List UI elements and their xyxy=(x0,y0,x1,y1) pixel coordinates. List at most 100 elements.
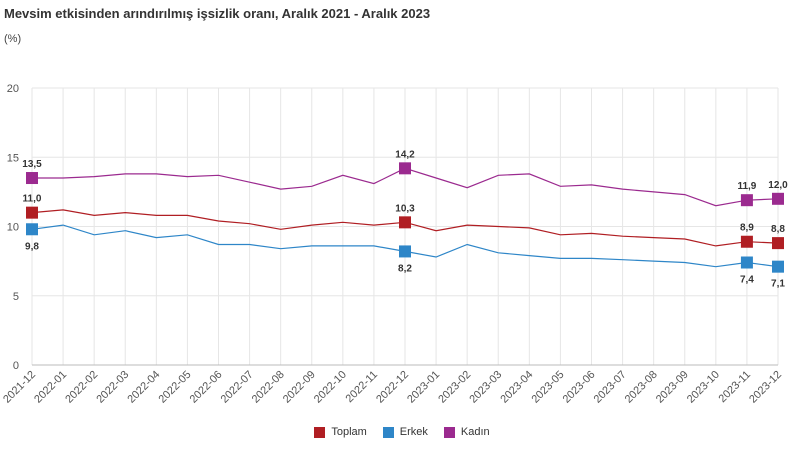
data-point xyxy=(713,264,719,270)
data-point xyxy=(153,235,159,241)
data-point xyxy=(91,174,97,180)
y-tick-label: 5 xyxy=(13,291,19,303)
data-point xyxy=(278,246,284,252)
data-point xyxy=(526,253,532,259)
data-point xyxy=(682,192,688,198)
data-point xyxy=(620,233,626,239)
data-point xyxy=(589,230,595,236)
data-label: 14,2 xyxy=(395,149,415,160)
x-tick-label: 2022-05 xyxy=(157,369,194,406)
data-point xyxy=(340,219,346,225)
data-point xyxy=(91,232,97,238)
x-tick-label: 2023-03 xyxy=(467,369,504,406)
data-point xyxy=(184,174,190,180)
data-label: 11,0 xyxy=(23,194,42,205)
data-point xyxy=(589,182,595,188)
data-point xyxy=(526,171,532,177)
data-point xyxy=(371,181,377,187)
data-point xyxy=(464,222,470,228)
data-label: 9,8 xyxy=(25,241,39,252)
legend-swatch xyxy=(443,426,455,438)
data-label: 10,3 xyxy=(395,203,415,214)
x-tick-label: 2023-06 xyxy=(561,369,598,406)
x-tick-label: 2022-02 xyxy=(63,369,100,406)
data-point xyxy=(620,257,626,263)
x-tick-label: 2022-07 xyxy=(219,369,256,406)
x-tick-label: 2023-07 xyxy=(592,369,629,406)
data-point xyxy=(340,243,346,249)
data-point xyxy=(433,254,439,260)
data-marker xyxy=(772,237,784,250)
data-point xyxy=(184,232,190,238)
x-tick-label: 2022-12 xyxy=(374,369,411,406)
x-tick-label: 2023-05 xyxy=(530,369,567,406)
data-point xyxy=(184,212,190,218)
y-tick-label: 10 xyxy=(7,222,19,234)
x-tick-label: 2022-10 xyxy=(312,369,349,406)
data-point xyxy=(216,218,222,224)
x-tick-label: 2023-09 xyxy=(654,369,691,406)
x-tick-label: 2022-09 xyxy=(281,369,318,406)
data-point xyxy=(495,250,501,256)
data-point xyxy=(495,224,501,230)
legend-label: Erkek xyxy=(399,426,428,438)
x-tick-label: 2023-04 xyxy=(498,369,535,406)
data-point xyxy=(682,236,688,242)
legend-item-kadın[interactable]: Kadın xyxy=(443,426,490,438)
data-point xyxy=(651,235,657,241)
data-point xyxy=(247,221,253,227)
x-tick-label: 2023-12 xyxy=(747,369,784,406)
x-tick-label: 2023-10 xyxy=(685,369,722,406)
data-marker xyxy=(26,206,38,219)
data-point xyxy=(60,222,66,228)
data-point xyxy=(433,228,439,234)
data-point xyxy=(60,175,66,181)
data-point xyxy=(682,260,688,266)
x-tick-label: 2022-06 xyxy=(188,369,225,406)
data-point xyxy=(433,175,439,181)
data-label: 7,1 xyxy=(771,279,785,290)
y-tick-label: 0 xyxy=(13,360,19,372)
data-point xyxy=(713,243,719,249)
data-point xyxy=(278,226,284,232)
x-tick-label: 2022-01 xyxy=(32,369,69,406)
x-tick-label: 2023-11 xyxy=(717,369,753,405)
legend-item-erkek[interactable]: Erkek xyxy=(382,426,428,438)
legend-item-toplam[interactable]: Toplam xyxy=(314,426,367,438)
x-tick-label: 2023-02 xyxy=(436,369,473,406)
legend-swatch xyxy=(314,426,326,438)
data-point xyxy=(153,171,159,177)
data-point xyxy=(122,210,128,216)
data-point xyxy=(91,212,97,218)
data-marker xyxy=(399,162,411,175)
x-tick-label: 2021-12 xyxy=(1,369,38,406)
data-point xyxy=(371,243,377,249)
x-tick-label: 2022-04 xyxy=(125,369,162,406)
x-tick-label: 2022-08 xyxy=(250,369,287,406)
data-point xyxy=(557,255,563,261)
data-point xyxy=(153,212,159,218)
data-point xyxy=(122,228,128,234)
data-point xyxy=(216,242,222,248)
x-tick-label: 2022-11 xyxy=(344,369,380,405)
data-marker xyxy=(26,172,38,185)
data-label: 11,9 xyxy=(737,181,756,192)
data-marker xyxy=(26,223,38,236)
data-label: 8,8 xyxy=(771,224,785,235)
data-point xyxy=(216,172,222,178)
data-marker xyxy=(772,192,784,205)
data-label: 8,2 xyxy=(398,263,412,274)
data-point xyxy=(247,242,253,248)
data-point xyxy=(651,189,657,195)
legend: Toplam Erkek Kadın xyxy=(0,426,804,438)
data-marker xyxy=(772,260,784,273)
data-point xyxy=(620,186,626,192)
legend-label: Kadın xyxy=(460,426,490,438)
data-point xyxy=(557,232,563,238)
data-marker xyxy=(740,194,753,207)
legend-label: Toplam xyxy=(331,426,367,438)
data-label: 7,4 xyxy=(740,275,754,286)
data-point xyxy=(340,172,346,178)
y-tick-label: 20 xyxy=(7,83,19,95)
data-point xyxy=(309,222,315,228)
